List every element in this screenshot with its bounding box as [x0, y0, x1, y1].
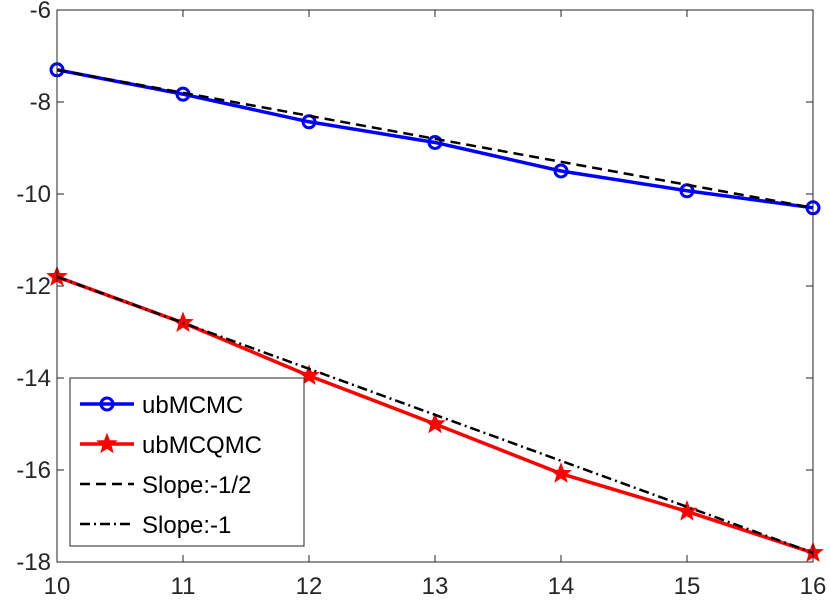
x-tick-label: 12	[296, 573, 323, 600]
x-tick-label: 14	[548, 573, 575, 600]
x-tick-label: 13	[422, 573, 449, 600]
y-tick-label: -16	[16, 457, 51, 484]
legend-item-slope-1: Slope:-1	[80, 512, 231, 539]
data-point-ubmcqmc-3	[424, 412, 446, 434]
legend-marker-ubmcqmc	[96, 432, 118, 454]
x-tick-label: 10	[44, 573, 71, 600]
series-slope-1	[56, 275, 814, 554]
legend-item-slope-1-2: Slope:-1/2	[80, 472, 251, 499]
series-line-ubmcmc	[56, 68, 814, 210]
x-tick-label: 15	[674, 573, 701, 600]
y-tick-label: -10	[16, 181, 51, 208]
data-point-ubmcqmc-4	[550, 462, 572, 483]
series-layer	[46, 62, 824, 563]
data-point-ubmcmc-3	[427, 134, 443, 150]
y-tick-label: -14	[16, 365, 51, 392]
x-tick-label: 11	[171, 573, 196, 600]
legend-label-slope-1-2: Slope:-1/2	[142, 472, 251, 499]
y-tick-label: -18	[16, 549, 51, 576]
legend-item-ubmcmc: ubMCMC	[80, 392, 243, 419]
y-tick-label: -6	[30, 0, 51, 24]
legend-item-ubmcqmc: ubMCQMC	[80, 432, 262, 459]
legend-label-ubmcmc: ubMCMC	[142, 392, 243, 419]
data-point-ubmcqmc-2	[298, 364, 320, 385]
legend-marker-ubmcmc	[99, 396, 115, 412]
data-point-ubmcmc-4	[553, 163, 569, 179]
y-tick-label: -12	[16, 273, 51, 300]
series-line-slope-1-2	[56, 68, 814, 210]
y-tick-label: -8	[30, 89, 51, 116]
tick-layer: 10 11 12 13 14 15 16 -18 -16 -14 -12 -10 -8 -6	[16, 0, 826, 600]
data-point-ubmcqmc-5	[676, 499, 698, 521]
series-line-slope-1	[56, 275, 814, 554]
x-tick-label: 16	[800, 573, 827, 600]
legend-label-slope-1: Slope:-1	[142, 512, 231, 539]
series-slope-1-2	[56, 68, 814, 210]
legend: ubMCMC ubMCQMC Slope:-1/2 Slope:-1	[69, 377, 305, 547]
legend-box	[69, 377, 305, 547]
legend-label-ubmcqmc: ubMCQMC	[142, 432, 262, 459]
